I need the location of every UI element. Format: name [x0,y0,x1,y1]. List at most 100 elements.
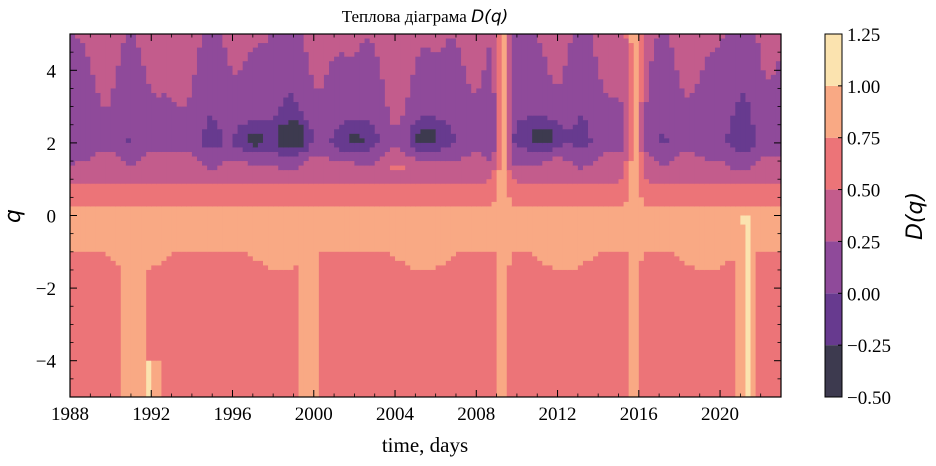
heatmap-cell [359,251,366,397]
heatmap-cell [440,183,447,208]
heatmap-cell [395,206,401,262]
heatmap-cell [298,147,305,153]
heatmap-cell [552,83,559,121]
heatmap-cell [750,34,757,126]
heatmap-cell [80,161,86,185]
heatmap-cell [247,206,254,257]
heatmap-cell [329,251,335,397]
heatmap-cell [588,142,594,167]
heatmap-cell [567,206,574,271]
heatmap-cell [588,165,594,185]
heatmap-cell [577,115,584,149]
heatmap-cell [425,161,432,185]
heatmap-cell [593,256,599,397]
heatmap-cell [613,251,620,397]
heatmap-cell [740,92,747,153]
heatmap-cell [415,120,422,135]
heatmap-cell [207,147,213,171]
heatmap-cell [415,183,422,208]
heatmap-cell [298,124,305,149]
heatmap-cell [141,183,147,208]
heatmap-cell [450,38,457,135]
heatmap-cell [461,34,467,67]
heatmap-cell [217,34,223,130]
heatmap-cell [440,120,447,149]
heatmap-cell [232,34,239,76]
colorbar-tick-label: −0.50 [847,388,891,409]
heatmap-cell [252,47,259,121]
heatmap-cell [725,260,731,397]
heatmap-cell [775,183,781,208]
heatmap-cell [430,206,437,271]
heatmap-cell [374,142,381,162]
heatmap-cell [308,74,315,130]
heatmap-cell [176,251,183,397]
heatmap-cell [232,206,239,253]
heatmap-cell [227,183,234,208]
heatmap-cell [638,102,645,153]
heatmap-cell [100,183,107,208]
heatmap-cell [450,183,457,208]
heatmap-cell [486,206,493,253]
heatmap-cell [242,34,249,62]
heatmap-cell [298,34,305,112]
heatmap-cell [75,38,81,162]
heatmap-cell [735,34,741,103]
heatmap-cell [151,265,157,362]
heatmap-cell [689,265,696,397]
heatmap-cell [95,251,102,397]
heatmap-cell [420,161,427,185]
heatmap-cell [400,206,406,262]
heatmap-cell [268,269,274,397]
colorbar-tick-label: −0.25 [847,336,891,357]
heatmap-cell [638,197,645,262]
heatmap-cell [257,133,264,144]
heatmap-cell [303,183,310,208]
heatmap-cell [714,206,721,271]
colorbar-segment [825,34,842,86]
heatmap-cell [181,183,188,208]
heatmap-cell [303,151,310,162]
heatmap-cell [136,161,142,185]
heatmap-cell [318,34,325,90]
x-tick-label: 1992 [132,404,170,425]
y-tick-label: −2 [36,279,56,300]
heatmap-cell [532,165,538,185]
heatmap-cell [125,34,132,139]
heatmap-cell [85,183,91,208]
heatmap-cell [516,251,523,397]
heatmap-cell [257,142,264,153]
heatmap-cell [329,142,335,162]
heatmap-cell [151,183,157,208]
heatmap-cell [735,183,741,208]
heatmap-cell [288,170,295,185]
x-axis: 1988 1992 1996 2000 2004 2008 2012 2016 2020 [51,34,782,425]
heatmap-cell [70,183,76,208]
heatmap-cell [740,170,747,185]
heatmap-cell [425,34,432,49]
heatmap-cell [720,161,726,185]
x-tick-label: 2016 [620,404,658,425]
heatmap-cell [176,106,183,153]
heatmap-cell [100,206,107,253]
heatmap-cell [455,183,462,208]
heatmap-cell [217,147,223,167]
heatmap-cell [130,165,137,185]
heatmap-cell [278,156,284,171]
heatmap-cell [141,156,147,185]
heatmap-cell [542,115,548,130]
heatmap-cell [557,269,564,397]
heatmap-cell [425,269,432,397]
heatmap-cell [506,34,513,171]
heatmap-cell [557,183,564,208]
heatmap-cell [146,360,152,397]
heatmap-cell [257,34,264,44]
heatmap-cell [389,170,396,185]
heatmap-cell [95,183,102,208]
heatmap-cell [654,38,660,162]
heatmap-cell [283,147,289,158]
heatmap-cell [395,183,401,208]
heatmap-cell [405,183,411,208]
heatmap-cell [582,34,589,121]
heatmap-cell [496,34,503,171]
